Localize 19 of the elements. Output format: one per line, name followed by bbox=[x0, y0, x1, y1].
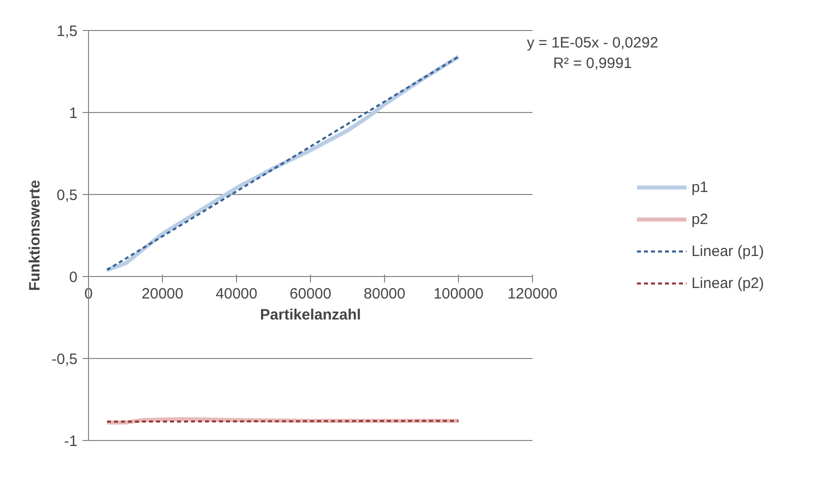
x-tick-label: 120000 bbox=[507, 286, 558, 302]
x-tick-label: 20000 bbox=[142, 286, 184, 302]
legend-label: Linear (p1) bbox=[691, 242, 764, 260]
y-tick-label: -0,5 bbox=[52, 351, 78, 368]
y-axis-title: Funktionswerte bbox=[26, 180, 44, 291]
x-tick-label: 60000 bbox=[290, 286, 332, 302]
x-tick-label: 40000 bbox=[216, 286, 258, 302]
legend-label: p2 bbox=[691, 210, 710, 228]
x-tick-label: 80000 bbox=[364, 286, 406, 302]
x-axis-title: Partikelanzahl bbox=[260, 306, 361, 324]
legend-label: p1 bbox=[691, 178, 710, 196]
legend-label: Linear (p2) bbox=[691, 274, 764, 292]
x-tick-label: 100000 bbox=[433, 286, 484, 302]
y-tick-label: -1 bbox=[64, 433, 78, 450]
y-tick-label: 1 bbox=[69, 105, 78, 122]
y-tick-label: 0,5 bbox=[56, 187, 78, 204]
annotation: y = 1E-05x - 0,0292 R² = 0,9991 bbox=[526, 34, 658, 72]
y-tick-label: 1,5 bbox=[56, 23, 78, 40]
y-tick-label: 0 bbox=[69, 269, 78, 286]
